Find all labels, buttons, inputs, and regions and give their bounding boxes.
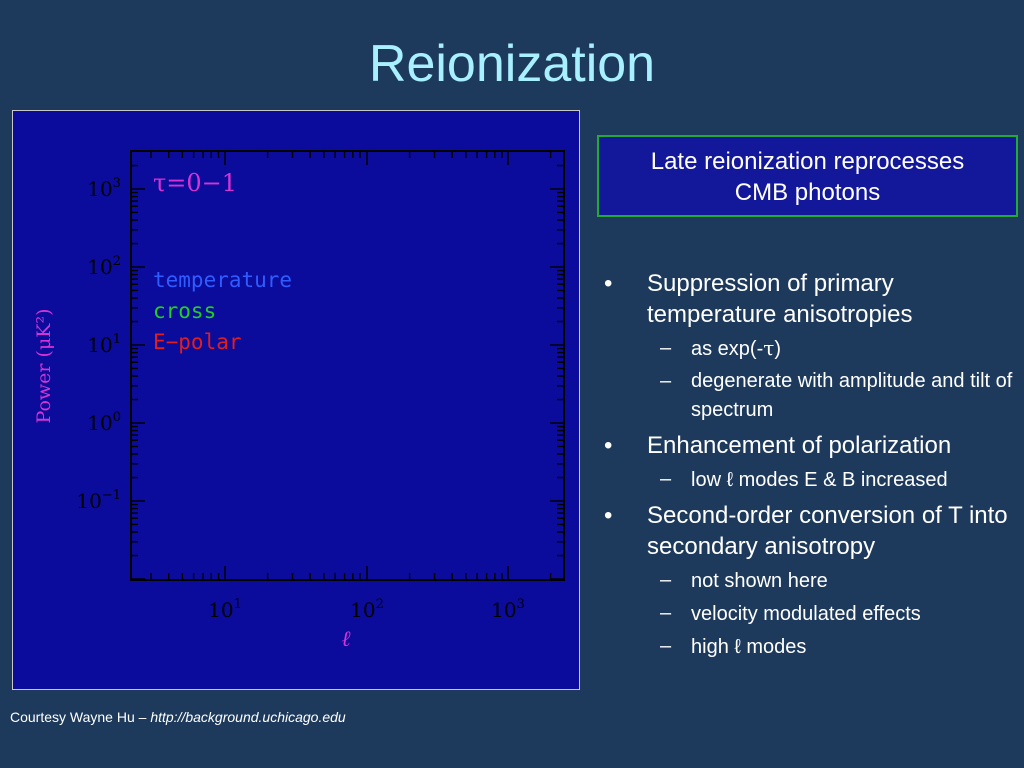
callout-line-1: Late reionization reprocesses: [650, 148, 965, 175]
y-tick-label: 100: [87, 410, 121, 435]
dash-marker: –: [660, 569, 672, 591]
bullet-item: • Second-order conversion of T into secon…: [604, 500, 1014, 562]
sub-bullet-item: – low ℓ modes E & B increased: [604, 465, 1014, 494]
bullet-marker: •: [604, 502, 613, 529]
x-tick-label: 101: [208, 597, 242, 622]
bullet-text: Second-order conversion of T into second…: [647, 502, 1008, 560]
y-axis-label: Power (μK²): [33, 308, 55, 423]
bullet-text: Suppression of primary temperature aniso…: [647, 270, 913, 328]
sub-bullet-pre: low ℓ modes E & B increased: [691, 469, 948, 491]
credit-text: Courtesy Wayne Hu –: [10, 709, 151, 725]
dash-marker: –: [660, 337, 672, 359]
bullet-marker: •: [604, 270, 613, 297]
dash-marker: –: [660, 370, 672, 392]
sub-bullet-post: ): [774, 338, 781, 360]
callout-line-2: CMB photons: [734, 179, 881, 206]
sub-bullet-item: – velocity modulated effects: [604, 599, 1014, 628]
sub-bullet-item: – not shown here: [604, 566, 1014, 595]
y-tick-label: 101: [87, 332, 121, 357]
sub-bullet-pre: degenerate with amplitude and tilt of sp…: [691, 370, 1013, 421]
dash-marker: –: [660, 602, 672, 624]
sub-bullet-item: – degenerate with amplitude and tilt of s…: [604, 367, 1014, 424]
bullet-marker: •: [604, 432, 613, 459]
bullet-list: • Suppression of primary temperature anis…: [604, 262, 1014, 661]
dash-marker: –: [660, 635, 672, 657]
bullet-item: • Enhancement of polarization: [604, 430, 1014, 461]
legend-cross: cross: [153, 299, 216, 323]
bullet-text: Enhancement of polarization: [647, 432, 952, 459]
sub-bullet-item: – as exp(-τ): [604, 334, 1014, 363]
dash-marker: –: [660, 468, 672, 490]
legend-epolar: E−polar: [153, 330, 242, 354]
sub-bullet-pre: as exp(-: [691, 338, 764, 360]
sub-bullet-pre: high ℓ modes: [691, 636, 807, 658]
bullet-item: • Suppression of primary temperature anis…: [604, 268, 1014, 330]
plot-frame: [130, 150, 565, 581]
x-axis-label: ℓ: [341, 627, 351, 652]
legend-temperature: temperature: [153, 268, 292, 292]
tau-label: τ=0−1: [153, 169, 237, 197]
sub-bullet-pre: velocity modulated effects: [691, 603, 921, 625]
y-tick-label: 10−1: [76, 488, 121, 513]
plot-svg: 103 102 101 100 10−1 101 102 103 τ=0−1 tempera…: [33, 150, 565, 652]
sub-bullet-sym: τ: [763, 336, 775, 360]
y-tick-labels: 103 102 101 100 10−1: [76, 176, 121, 513]
plot-axes-box: [130, 150, 565, 581]
callout-box: Late reionization reprocesses CMB photon…: [597, 135, 1018, 217]
x-tick-label: 102: [350, 597, 384, 622]
credit-url: http://background.uchicago.edu: [150, 709, 346, 725]
y-tick-label: 103: [87, 176, 121, 201]
y-tick-label: 102: [87, 254, 121, 279]
sub-bullet-pre: not shown here: [691, 570, 828, 592]
slide-title: Reionization: [368, 35, 656, 93]
sub-bullet-item: – high ℓ modes: [604, 632, 1014, 661]
credit-line: Courtesy Wayne Hu – http://background.uc…: [10, 708, 346, 726]
x-tick-labels: 101 102 103: [208, 597, 525, 622]
plot-panel: 103 102 101 100 10−1 101 102 103 τ=0−1 tempera…: [12, 110, 580, 690]
x-tick-label: 103: [491, 597, 525, 622]
